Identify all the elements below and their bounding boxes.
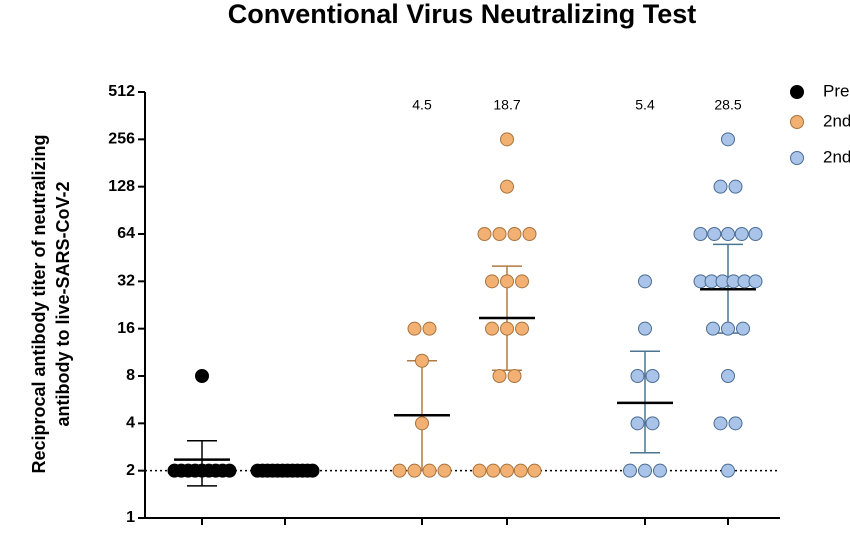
mean-label: 18.7 (493, 97, 520, 113)
legend-marker (790, 151, 804, 165)
data-point (693, 227, 708, 241)
data-point (485, 321, 499, 336)
data-point (630, 369, 645, 383)
data-point (653, 463, 667, 478)
data-point (492, 227, 507, 241)
data-point (522, 227, 537, 241)
data-point (515, 274, 529, 289)
data-point (477, 227, 492, 241)
data-point (638, 463, 652, 478)
data-point (507, 227, 522, 241)
data-point (415, 353, 429, 368)
data-point (721, 227, 735, 241)
data-point (728, 416, 743, 431)
data-point (437, 463, 452, 478)
data-point (513, 463, 528, 478)
data-point (645, 416, 660, 431)
data-point (472, 463, 487, 478)
data-point (422, 321, 437, 336)
data-point (728, 179, 743, 194)
data-point (721, 369, 735, 383)
data-point (486, 463, 501, 478)
legend-label: 2nd (823, 111, 850, 130)
data-point (713, 416, 728, 431)
data-point (392, 463, 407, 478)
data-point (645, 369, 660, 383)
legend-marker (790, 115, 804, 129)
y-tick-label: 8 (126, 367, 135, 384)
y-axis-label: Reciprocal antibody titer of neutralizin… (29, 134, 49, 473)
data-point (630, 416, 645, 431)
data-point (721, 321, 735, 336)
y-tick-label: 1 (126, 509, 135, 526)
data-point (736, 321, 750, 336)
y-tick-label: 32 (117, 273, 135, 290)
data-point (415, 416, 429, 431)
data-point (515, 321, 529, 336)
y-tick-label: 16 (117, 320, 135, 337)
mean-label: 28.5 (714, 97, 741, 113)
data-point (407, 463, 422, 478)
data-point (638, 321, 652, 336)
y-tick-label: 64 (117, 225, 135, 242)
data-point (748, 227, 763, 241)
y-tick-label: 128 (108, 178, 135, 195)
data-point (527, 463, 542, 478)
data-point (422, 463, 437, 478)
legend-marker (790, 85, 804, 99)
mean-label: 5.4 (635, 97, 655, 113)
y-tick-label: 512 (108, 83, 135, 100)
data-point (721, 132, 735, 147)
y-tick-label: 4 (126, 415, 135, 432)
data-point (713, 179, 728, 194)
data-point (500, 321, 514, 336)
legend-label: Pre (823, 81, 849, 100)
data-point (195, 369, 209, 383)
data-point (707, 227, 722, 241)
data-point (500, 179, 514, 194)
data-point (492, 369, 507, 383)
data-point (407, 321, 422, 336)
mean-label: 4.5 (412, 97, 432, 113)
y-tick-label: 2 (126, 462, 135, 479)
data-point (623, 463, 637, 478)
data-point (500, 463, 514, 478)
data-point (734, 227, 749, 241)
data-point (500, 274, 514, 289)
data-point (706, 321, 720, 336)
data-point (638, 274, 652, 289)
y-tick-label: 256 (108, 131, 135, 148)
data-point (500, 132, 514, 147)
y-axis-label: antibody to live-SARS-CoV-2 (53, 181, 73, 426)
data-point (507, 369, 522, 383)
data-point (748, 274, 763, 289)
legend-label: 2nd (823, 147, 850, 166)
chart-title: Conventional Virus Neutralizing Test (228, 0, 697, 29)
data-point (485, 274, 499, 289)
data-point (222, 463, 237, 478)
data-point (721, 463, 735, 478)
data-point (305, 463, 320, 478)
